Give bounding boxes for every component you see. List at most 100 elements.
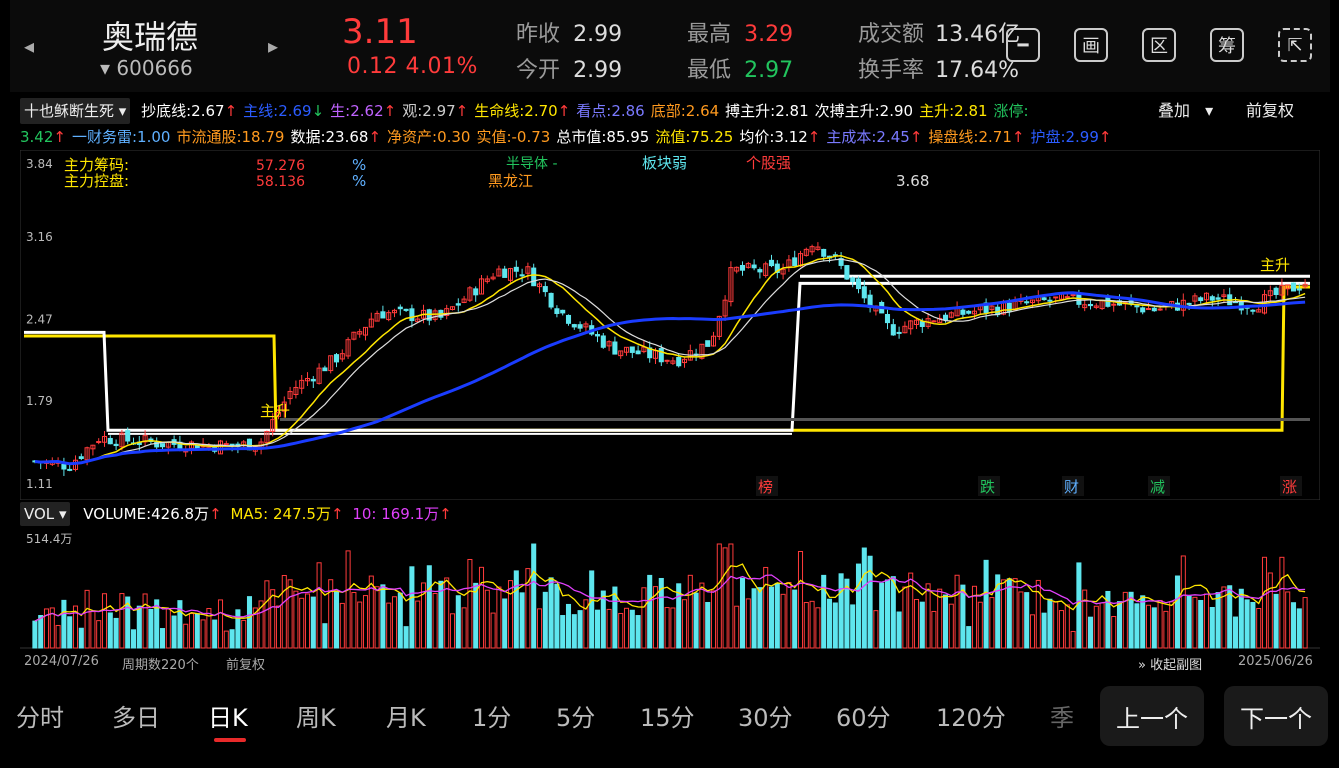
overlay-dropdown[interactable]: 叠加 ▾ bbox=[1158, 98, 1213, 124]
volume-bar bbox=[722, 547, 728, 649]
volume-bar bbox=[676, 583, 682, 649]
volume-bar bbox=[90, 611, 96, 649]
volume-bar bbox=[374, 586, 380, 649]
tab-10[interactable]: 120分 bbox=[936, 704, 1006, 732]
candle-body bbox=[774, 263, 780, 273]
volume-bar bbox=[328, 579, 334, 649]
indicator-value: 生:2.62 bbox=[330, 102, 384, 120]
indicator-item: 搏主升:2.81 bbox=[725, 102, 808, 120]
tab-9[interactable]: 60分 bbox=[836, 704, 891, 732]
kline-chart[interactable]: 3.84 3.16 2.47 1.79 1.11 主力筹码:主力控盘: 57.27658.1… bbox=[20, 150, 1320, 500]
candle-body bbox=[61, 464, 67, 470]
indicator-value: 观:2.97 bbox=[402, 102, 456, 120]
volume-bar bbox=[461, 607, 467, 649]
volume-bar bbox=[432, 592, 438, 649]
volume-chart[interactable]: 514.4万 bbox=[20, 530, 1320, 652]
volume-bar bbox=[61, 599, 67, 649]
candle-body bbox=[90, 444, 96, 450]
collapse-label: 收起副图 bbox=[1150, 658, 1203, 673]
candle-body bbox=[1198, 297, 1204, 302]
volume-bar bbox=[1000, 579, 1007, 649]
candle-body bbox=[942, 314, 949, 321]
tab-7[interactable]: 15分 bbox=[640, 704, 695, 732]
candle-body bbox=[449, 306, 456, 310]
volume-bar bbox=[101, 593, 108, 649]
tab-1[interactable]: 多日 bbox=[112, 704, 160, 732]
vol-dropdown[interactable]: VOL ▾ bbox=[20, 502, 71, 526]
tab-6[interactable]: 5分 bbox=[556, 704, 596, 732]
next-stock-arrow-icon[interactable]: ▸ bbox=[268, 34, 279, 58]
indicator-item: 生:2.62↑ bbox=[330, 102, 396, 120]
candle-body bbox=[502, 268, 508, 278]
tab-3[interactable]: 周K bbox=[296, 704, 336, 732]
tab-5[interactable]: 1分 bbox=[472, 704, 512, 732]
candle-body bbox=[374, 312, 380, 322]
tab-11[interactable]: 季 bbox=[1050, 704, 1074, 732]
candle-body bbox=[850, 277, 856, 283]
minus-box-icon[interactable]: ━ bbox=[1006, 28, 1040, 62]
candle-body bbox=[722, 299, 728, 317]
tab-4[interactable]: 月K bbox=[386, 704, 426, 732]
tab-2[interactable]: 日K bbox=[208, 704, 248, 732]
candle-body bbox=[1024, 301, 1030, 304]
volume-bar bbox=[658, 577, 664, 649]
stock-code[interactable]: ▾ 600666 bbox=[100, 56, 193, 80]
volume-bar bbox=[641, 587, 647, 649]
volume-bar bbox=[652, 586, 659, 649]
collapse-subchart-button[interactable]: » 收起副图 bbox=[1138, 654, 1202, 673]
overlay-label: 叠加 bbox=[1158, 101, 1191, 120]
volume-bar bbox=[821, 574, 827, 649]
volume-bar bbox=[252, 607, 258, 649]
candle-body bbox=[728, 267, 734, 303]
volume-bar bbox=[38, 615, 44, 649]
chips-icon[interactable]: 筹 bbox=[1210, 28, 1244, 62]
indicator-value: 净资产:0.30 bbox=[387, 128, 471, 146]
volume-bar bbox=[879, 582, 885, 649]
stock-status: 个股强 bbox=[746, 154, 791, 172]
candle-body bbox=[264, 430, 270, 444]
volume-bar bbox=[629, 609, 635, 649]
candle-body bbox=[554, 308, 560, 314]
candle-body bbox=[989, 305, 995, 311]
tab-8[interactable]: 30分 bbox=[738, 704, 793, 732]
arrow-up-icon: ↑ bbox=[209, 505, 222, 523]
adjust-dropdown[interactable]: 前复权 bbox=[1246, 98, 1294, 124]
volume-bar bbox=[1099, 602, 1105, 649]
next-button[interactable]: 下一个 bbox=[1224, 686, 1328, 746]
vol-ma5: MA5: 247.5万 bbox=[230, 505, 331, 523]
vol-dropdown-label: VOL bbox=[24, 505, 55, 523]
tab-0[interactable]: 分时 bbox=[16, 704, 64, 732]
volume-bar bbox=[995, 574, 1001, 649]
volume-bar bbox=[589, 570, 595, 649]
candle-body bbox=[1157, 308, 1163, 311]
share-icon[interactable]: ⇱ bbox=[1278, 28, 1312, 62]
quote-low: 最低 2.97 bbox=[687, 52, 793, 84]
volume-bar bbox=[664, 607, 670, 649]
candle-body bbox=[473, 288, 479, 296]
double-chevron-down-icon: » bbox=[1138, 658, 1146, 673]
indicator-value: 主线:2.69 bbox=[243, 102, 312, 120]
prev-stock-arrow-icon[interactable]: ◂ bbox=[24, 34, 35, 58]
candle-body bbox=[409, 308, 415, 322]
candle-body bbox=[757, 269, 763, 273]
volume-bar bbox=[484, 589, 490, 649]
candle-body bbox=[913, 319, 920, 326]
prev-button[interactable]: 上一个 bbox=[1100, 686, 1204, 746]
volume-bar bbox=[809, 600, 815, 649]
volume-bar bbox=[304, 593, 311, 649]
period-tabs: 分时 多日 日K 周K 月K 1分 5分 15分 30分 60分 120分 季 bbox=[0, 684, 1339, 754]
candle-body bbox=[855, 278, 862, 290]
volume-bar bbox=[1250, 601, 1256, 649]
indicator-value: 数据:23.68 bbox=[290, 128, 369, 146]
volume-bar bbox=[397, 592, 403, 649]
indicator-dropdown[interactable]: 十也稣断生死 ▾ bbox=[20, 98, 131, 124]
volume-bar bbox=[803, 602, 809, 649]
volume-bar bbox=[1256, 608, 1262, 649]
volume-bar bbox=[513, 570, 519, 649]
volume-bar bbox=[119, 593, 125, 649]
candle-body bbox=[560, 309, 566, 314]
range-icon[interactable]: 区 bbox=[1142, 28, 1176, 62]
candle-body bbox=[763, 263, 769, 276]
draw-icon[interactable]: 画 bbox=[1074, 28, 1108, 62]
candle-body bbox=[159, 443, 166, 448]
